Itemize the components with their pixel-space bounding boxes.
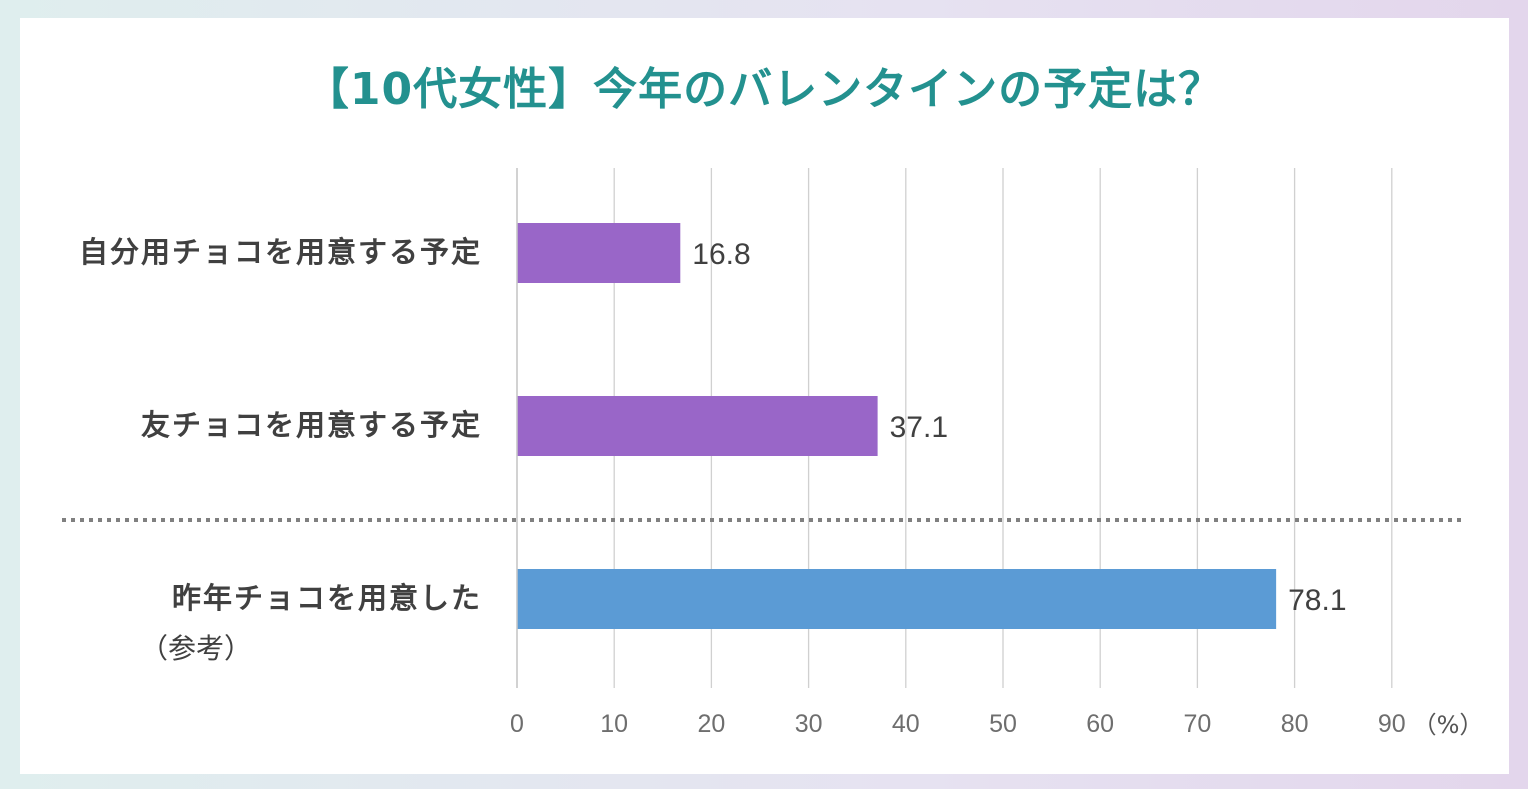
- bar: [517, 569, 1277, 629]
- category-label: 昨年チョコを用意した: [172, 581, 482, 615]
- category-label: 友チョコを用意する予定: [141, 408, 482, 442]
- category-label: 自分用チョコを用意する予定: [79, 235, 482, 269]
- x-tick-label: 70: [1183, 710, 1211, 738]
- x-tick-label: 20: [697, 710, 725, 738]
- x-tick-label: 0: [510, 710, 524, 738]
- x-tick-label: 50: [989, 710, 1017, 738]
- x-tick-label: 30: [795, 710, 823, 738]
- x-tick-label: 90: [1378, 710, 1406, 738]
- value-label: 37.1: [890, 411, 948, 444]
- chart-title: 【10代女性】今年のバレンタインの予定は？: [304, 64, 1224, 115]
- bar: [517, 223, 681, 283]
- x-tick-label: 10: [600, 710, 628, 738]
- x-unit-label: （%）: [1413, 711, 1484, 739]
- value-label: 16.8: [692, 238, 750, 271]
- x-tick-label: 60: [1086, 710, 1114, 738]
- value-label: 78.1: [1288, 584, 1346, 617]
- category-sublabel: （参考）: [140, 632, 252, 665]
- x-tick-label: 80: [1281, 710, 1309, 738]
- x-tick-label: 40: [892, 710, 920, 738]
- bar: [517, 396, 878, 456]
